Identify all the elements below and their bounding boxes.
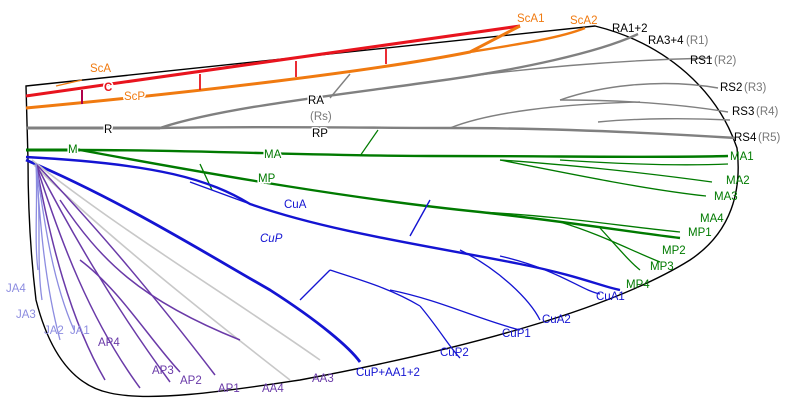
label-sca-left: ScA xyxy=(90,63,111,75)
label-ja1: JA1 xyxy=(70,325,90,337)
label-ra34: RA3+4 xyxy=(648,35,684,47)
label-ap2: AP2 xyxy=(180,375,202,387)
label-sca2: ScA2 xyxy=(570,15,598,27)
label-r4: (R4) xyxy=(756,106,779,118)
label-ra: RA xyxy=(308,95,324,107)
label-r3: (R3) xyxy=(744,82,767,94)
label-m: M xyxy=(68,144,78,156)
costa-vein xyxy=(25,24,521,98)
sca-stub xyxy=(55,79,83,87)
label-cua: CuA xyxy=(284,199,307,211)
label-ma1: MA1 xyxy=(730,151,754,163)
label-mp3: MP3 xyxy=(650,261,674,273)
wing-outline xyxy=(25,25,739,398)
label-rs-paren: (Rs) xyxy=(310,111,332,123)
label-ja3: JA3 xyxy=(16,309,36,321)
label-r2: (R2) xyxy=(714,55,737,67)
label-cua2: CuA2 xyxy=(542,314,571,326)
label-rs4: RS4 xyxy=(734,132,757,144)
label-ma4: MA4 xyxy=(700,213,724,225)
label-rs1: RS1 xyxy=(690,55,712,67)
label-cup2: CuP2 xyxy=(440,347,469,359)
label-cup: CuP xyxy=(260,233,283,245)
jugal-veins xyxy=(35,163,75,341)
label-ap1: AP1 xyxy=(218,383,240,395)
radius-veins xyxy=(26,32,737,140)
label-cup1: CuP1 xyxy=(502,328,531,340)
cubitus-veins xyxy=(25,155,621,363)
label-ma2: MA2 xyxy=(726,175,750,187)
labels: ScA C ScP R RA (Rs) RP M MA MP CuA CuP S… xyxy=(6,13,781,395)
label-scp: ScP xyxy=(124,91,145,103)
label-r: R xyxy=(104,124,112,136)
subcosta-vein xyxy=(25,24,521,110)
label-mp2: MP2 xyxy=(662,245,686,257)
label-r5: (R5) xyxy=(758,132,781,144)
label-ja2: JA2 xyxy=(44,325,64,337)
label-ja4: JA4 xyxy=(6,283,26,295)
label-cup-aa12: CuP+AA1+2 xyxy=(356,367,420,379)
label-rp: RP xyxy=(312,128,328,140)
anal-posterior-veins xyxy=(35,163,241,389)
label-ra12: RA1+2 xyxy=(612,23,647,35)
label-rs3: RS3 xyxy=(732,106,754,118)
label-mp: MP xyxy=(258,173,276,185)
label-cua1: CuA1 xyxy=(596,291,625,303)
label-mp1: MP1 xyxy=(688,227,712,239)
label-aa3: AA3 xyxy=(312,373,334,385)
label-ma: MA xyxy=(264,149,282,161)
label-rs2: RS2 xyxy=(720,82,742,94)
subcosta-branch-sca2 xyxy=(469,26,586,54)
label-sca1: ScA1 xyxy=(517,13,545,25)
label-ap4: AP4 xyxy=(98,337,120,349)
label-mp4: MP4 xyxy=(626,279,650,291)
anal-anterior-veins xyxy=(31,159,321,381)
label-c: C xyxy=(104,82,112,94)
label-ma3: MA3 xyxy=(714,191,738,203)
media-veins xyxy=(26,129,729,271)
label-ap3: AP3 xyxy=(152,365,174,377)
label-r1: (R1) xyxy=(686,35,709,47)
label-aa4: AA4 xyxy=(262,383,284,395)
